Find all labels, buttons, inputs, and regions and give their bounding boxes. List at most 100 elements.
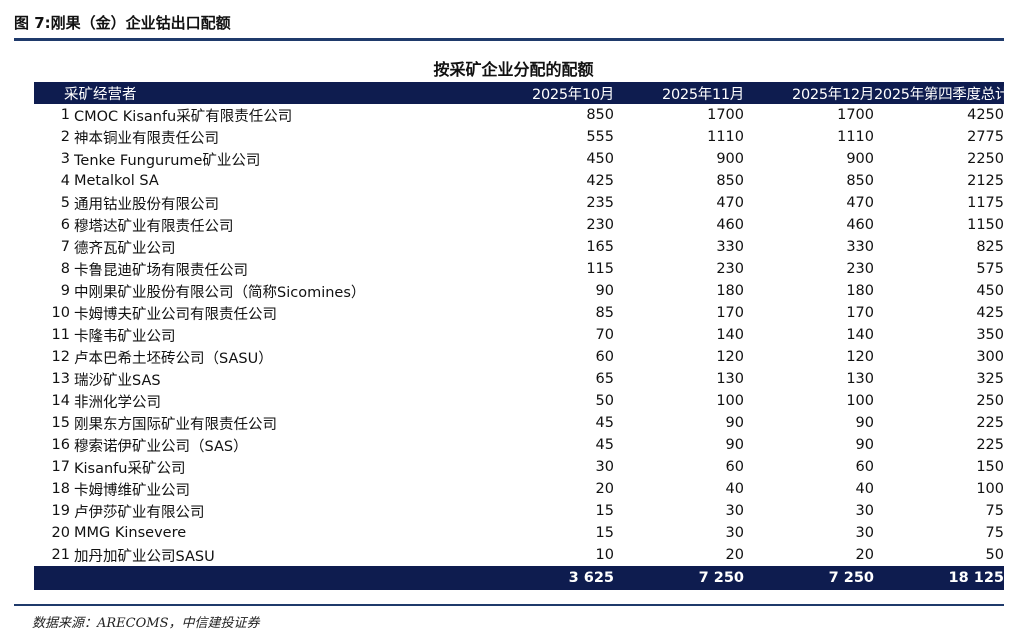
row-dec-value: 180 (846, 283, 874, 299)
row-dec-value: 30 (855, 503, 874, 519)
row-operator-name: 中刚果矿业股份有限公司（简称Sicomines） (74, 284, 366, 301)
row-q4-total: 450 (976, 283, 1004, 299)
row-index: 14 (51, 393, 70, 409)
header-oct: 2025年10月 (532, 86, 614, 103)
table-row: 17 Kisanfu采矿公司 30 60 60 150 (34, 456, 1004, 478)
row-dec-value: 230 (846, 261, 874, 277)
row-nov-value: 460 (716, 217, 744, 233)
row-dec-value: 20 (855, 547, 874, 563)
row-nov-value: 100 (716, 393, 744, 409)
row-q4-total: 4250 (967, 107, 1004, 123)
row-index: 17 (51, 459, 70, 475)
row-q4-total: 1150 (967, 217, 1004, 233)
row-index: 4 (60, 173, 70, 189)
row-q4-total: 2775 (967, 129, 1004, 145)
row-q4-total: 75 (985, 525, 1004, 541)
table-row: 15 刚果东方国际矿业有限责任公司 45 90 90 225 (34, 412, 1004, 434)
row-index: 1 (60, 107, 70, 123)
row-nov-value: 20 (725, 547, 744, 563)
row-operator-name: 加丹加矿业公司SASU (74, 548, 215, 565)
row-dec-value: 470 (846, 195, 874, 211)
table-total-row: 3 625 7 250 7 250 18 125 (34, 566, 1004, 590)
table-row: 12 卢本巴希土坯砖公司（SASU） 60 120 120 300 (34, 346, 1004, 368)
row-index: 8 (60, 261, 70, 277)
figure-title: 图 7:刚果（金）企业钴出口配额 (14, 14, 231, 32)
row-index: 6 (60, 217, 70, 233)
row-dec-value: 140 (846, 327, 874, 343)
row-nov-value: 850 (716, 173, 744, 189)
row-dec-value: 60 (855, 459, 874, 475)
row-dec-value: 40 (855, 481, 874, 497)
row-dec-value: 850 (846, 173, 874, 189)
row-index: 5 (60, 195, 70, 211)
total-label-cell (74, 566, 514, 590)
row-operator-name: Kisanfu采矿公司 (74, 460, 186, 477)
row-dec-value: 90 (855, 437, 874, 453)
row-dec-value: 130 (846, 371, 874, 387)
row-q4-total: 425 (976, 305, 1004, 321)
table-row: 21 加丹加矿业公司SASU 10 20 20 50 (34, 544, 1004, 566)
row-oct-value: 230 (586, 217, 614, 233)
row-index: 3 (60, 151, 70, 167)
row-dec-value: 1700 (837, 107, 874, 123)
row-nov-value: 40 (725, 481, 744, 497)
row-oct-value: 15 (595, 525, 614, 541)
row-nov-value: 30 (725, 503, 744, 519)
row-nov-value: 90 (725, 415, 744, 431)
row-dec-value: 330 (846, 239, 874, 255)
row-q4-total: 225 (976, 437, 1004, 453)
row-nov-value: 1110 (707, 129, 744, 145)
row-oct-value: 50 (595, 393, 614, 409)
row-oct-value: 425 (586, 173, 614, 189)
table-row: 8 卡鲁昆迪矿场有限责任公司 115 230 230 575 (34, 258, 1004, 280)
row-operator-name: 卡鲁昆迪矿场有限责任公司 (74, 262, 248, 279)
table-row: 2 神本铜业有限责任公司 555 1110 1110 2775 (34, 126, 1004, 148)
row-nov-value: 130 (716, 371, 744, 387)
table-row: 7 德齐瓦矿业公司 165 330 330 825 (34, 236, 1004, 258)
row-operator-name: 刚果东方国际矿业有限责任公司 (74, 416, 277, 433)
row-operator-name: MMG Kinsevere (74, 525, 187, 541)
row-operator-name: 卢本巴希土坯砖公司（SASU） (74, 350, 273, 367)
row-operator-name: 穆塔达矿业有限责任公司 (74, 218, 234, 235)
row-nov-value: 330 (716, 239, 744, 255)
header-dec: 2025年12月 (792, 86, 874, 103)
row-q4-total: 75 (985, 503, 1004, 519)
row-oct-value: 20 (595, 481, 614, 497)
row-q4-total: 575 (976, 261, 1004, 277)
total-q4: 18 125 (948, 570, 1005, 586)
row-index: 2 (60, 129, 70, 145)
row-operator-name: 卡隆韦矿业公司 (74, 328, 176, 345)
row-index: 12 (51, 349, 70, 365)
table-row: 19 卢伊莎矿业有限公司 15 30 30 75 (34, 500, 1004, 522)
row-oct-value: 10 (595, 547, 614, 563)
row-oct-value: 115 (586, 261, 614, 277)
row-q4-total: 100 (976, 481, 1004, 497)
row-oct-value: 15 (595, 503, 614, 519)
row-q4-total: 325 (976, 371, 1004, 387)
table-title: 按采矿企业分配的配额 (433, 60, 594, 79)
row-operator-name: Metalkol SA (74, 173, 159, 189)
table-row: 5 通用钴业股份有限公司 235 470 470 1175 (34, 192, 1004, 214)
row-q4-total: 350 (976, 327, 1004, 343)
row-index: 7 (60, 239, 70, 255)
row-index: 11 (51, 327, 70, 343)
row-oct-value: 45 (595, 415, 614, 431)
row-nov-value: 30 (725, 525, 744, 541)
row-nov-value: 230 (716, 261, 744, 277)
row-q4-total: 1175 (967, 195, 1004, 211)
table-row: 13 瑞沙矿业SAS 65 130 130 325 (34, 368, 1004, 390)
table-row: 11 卡隆韦矿业公司 70 140 140 350 (34, 324, 1004, 346)
row-operator-name: 德齐瓦矿业公司 (74, 240, 176, 257)
total-oct: 3 625 (568, 570, 614, 586)
row-oct-value: 850 (586, 107, 614, 123)
row-index: 10 (51, 305, 70, 321)
table-row: 14 非洲化学公司 50 100 100 250 (34, 390, 1004, 412)
table-row: 10 卡姆博夫矿业公司有限责任公司 85 170 170 425 (34, 302, 1004, 324)
total-idx-cell (34, 566, 74, 590)
row-nov-value: 120 (716, 349, 744, 365)
row-q4-total: 150 (976, 459, 1004, 475)
row-oct-value: 165 (586, 239, 614, 255)
top-divider (14, 38, 1004, 41)
table-row: 20 MMG Kinsevere 15 30 30 75 (34, 522, 1004, 544)
row-q4-total: 225 (976, 415, 1004, 431)
